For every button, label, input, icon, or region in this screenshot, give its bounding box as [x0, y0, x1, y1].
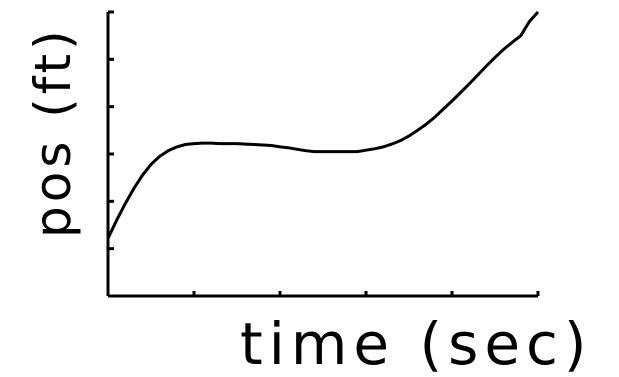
- plot-area: [106, 10, 540, 239]
- y-axis-label: pos (ft): [24, 26, 82, 238]
- position-curve: [106, 10, 540, 239]
- x-axis-label: time (sec): [240, 310, 593, 377]
- axes: [106, 12, 538, 298]
- axis-ticks: [108, 10, 540, 296]
